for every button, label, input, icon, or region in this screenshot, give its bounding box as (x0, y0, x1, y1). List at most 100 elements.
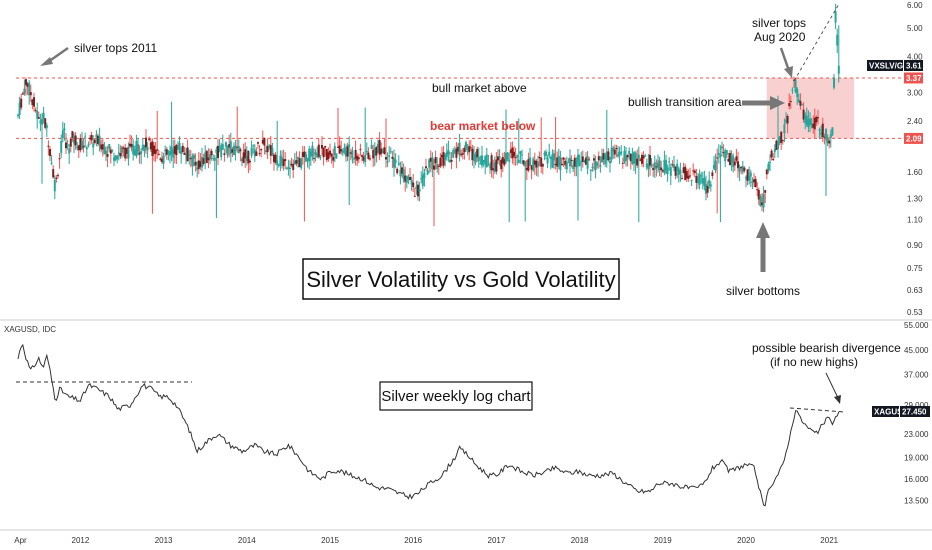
candle-body (402, 169, 405, 180)
candle-body (143, 145, 146, 152)
title-box (302, 258, 620, 300)
candle-body (429, 157, 432, 162)
candle-body (28, 82, 31, 96)
candle-body (161, 158, 163, 163)
vol-y-tick-label: 2.40 (907, 117, 923, 126)
candle-body (377, 143, 379, 149)
candle-body (298, 158, 301, 168)
candle-body (511, 147, 514, 159)
chart-title: Silver Volatility vs Gold Volatility (306, 267, 615, 292)
candle-body (148, 138, 151, 140)
candle-body (583, 159, 586, 162)
candle-body (313, 157, 315, 159)
candle-body (98, 135, 101, 146)
x-tick-label: 2017 (488, 536, 506, 545)
candle-body (399, 169, 402, 177)
candle-body (618, 152, 621, 155)
candle-body (500, 159, 503, 170)
vol-y-tick-label: 1.10 (907, 216, 923, 225)
candle-body (213, 157, 216, 161)
candle-body (572, 165, 575, 170)
candle-body (783, 124, 786, 134)
candle-body (468, 146, 471, 153)
candle-body (106, 154, 109, 157)
candle-body (700, 175, 703, 177)
candle-body (709, 184, 712, 187)
candle-body (791, 89, 794, 91)
candle-body (458, 142, 461, 156)
candle-body (727, 158, 730, 162)
candle-body (481, 155, 483, 166)
lower-level-tag-bg (904, 132, 923, 144)
candle-body (484, 156, 487, 165)
candle-body (367, 152, 370, 159)
candle-body (249, 160, 251, 163)
annotation-silver-tops-line1: silver tops (752, 16, 806, 30)
candle-body (41, 119, 43, 125)
silver-y-tick-label: 55.000 (904, 321, 929, 330)
candle-body (476, 149, 479, 158)
candle-body (561, 163, 563, 166)
candle-body (650, 164, 653, 167)
candle-body (711, 172, 714, 177)
candle-body (636, 158, 639, 166)
candle-body (541, 163, 544, 167)
candle-body (127, 146, 130, 159)
candle-body (386, 161, 389, 163)
candle-body (223, 153, 226, 155)
candle-body (781, 140, 784, 142)
candle-body (229, 141, 232, 154)
candle-body (637, 154, 640, 159)
candle-body (668, 161, 671, 163)
candle-body (258, 153, 261, 155)
x-tick-label: 2013 (155, 536, 173, 545)
candle-body (237, 146, 240, 153)
candle-body (364, 154, 367, 163)
candle-body (314, 152, 317, 155)
candle-body (447, 149, 450, 155)
candle-body (589, 169, 592, 171)
candle-body (644, 155, 647, 157)
candle-body (215, 149, 218, 154)
candle-body (489, 166, 491, 168)
candle-body (497, 156, 499, 161)
candle-body (797, 99, 800, 103)
annotation-bear-market: bear market below (430, 119, 536, 133)
vol-y-tick-label: 0.53 (907, 308, 923, 317)
candle-body (687, 175, 690, 179)
candle-body (546, 158, 549, 164)
candle-body (253, 149, 256, 157)
candle-body (737, 161, 739, 169)
candle-body (575, 159, 578, 168)
candle-body (125, 147, 128, 154)
candle-body (209, 154, 211, 160)
vol-y-axis: 6.00 5.00 4.00 3.00 2.40 1.60 1.30 1.10 0.90 0.75… (907, 1, 923, 317)
candle-body (170, 146, 173, 154)
candle-body (562, 157, 565, 160)
candle-body (202, 158, 205, 164)
candle-body (26, 83, 29, 87)
candle-body (354, 149, 357, 159)
candle-body (397, 162, 400, 165)
candle-body (588, 159, 591, 161)
candle-body (594, 161, 597, 170)
candle-body (551, 154, 554, 168)
candle-body (92, 143, 95, 148)
candle-body (452, 150, 455, 158)
candle-body (701, 178, 704, 184)
candle-body (757, 189, 760, 200)
candle-body (159, 158, 162, 160)
upper-level-tag: 3.37 (906, 74, 922, 83)
candle-body (469, 147, 472, 149)
candle-body (324, 145, 327, 148)
candle-body (319, 156, 322, 158)
candle-body (255, 151, 258, 156)
candle-body (295, 160, 298, 164)
candle-body (141, 144, 144, 150)
candle-body (453, 150, 456, 152)
annotation-silver-bottoms: silver bottoms (726, 284, 800, 298)
candle-body (466, 148, 469, 150)
candle-body (514, 157, 517, 159)
candle-body (639, 159, 642, 161)
candle-body (138, 152, 141, 155)
